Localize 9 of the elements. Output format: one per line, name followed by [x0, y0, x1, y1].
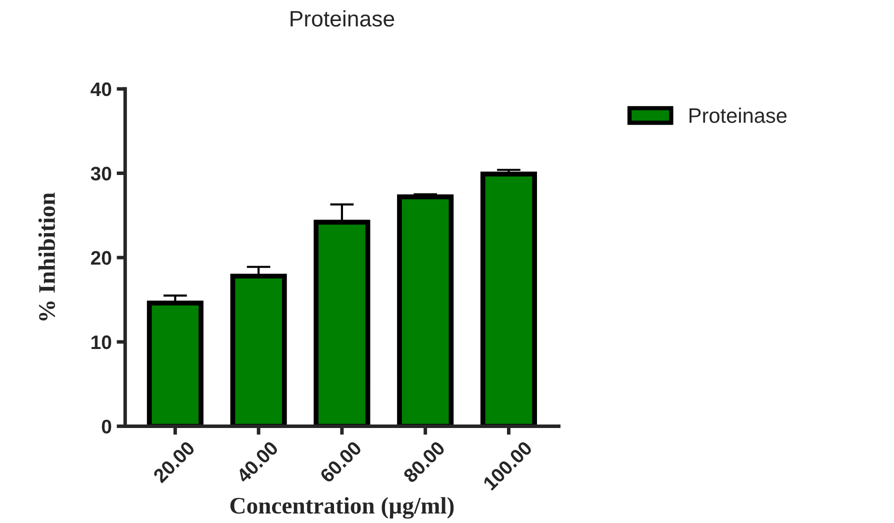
- y-tick-label: 30: [90, 166, 112, 181]
- legend-label: Proteinase: [690, 108, 787, 123]
- y-tick-label: 0: [102, 420, 112, 434]
- x-axis-title: Concentration (µg/ml): [230, 497, 454, 519]
- chart-title: Proteinase: [290, 10, 394, 27]
- y-axis-title: % Inhibition: [38, 192, 56, 320]
- y-tick-label: 10: [92, 335, 112, 350]
- y-tick-label: 40: [90, 82, 112, 96]
- y-tick-label: 20: [91, 251, 112, 265]
